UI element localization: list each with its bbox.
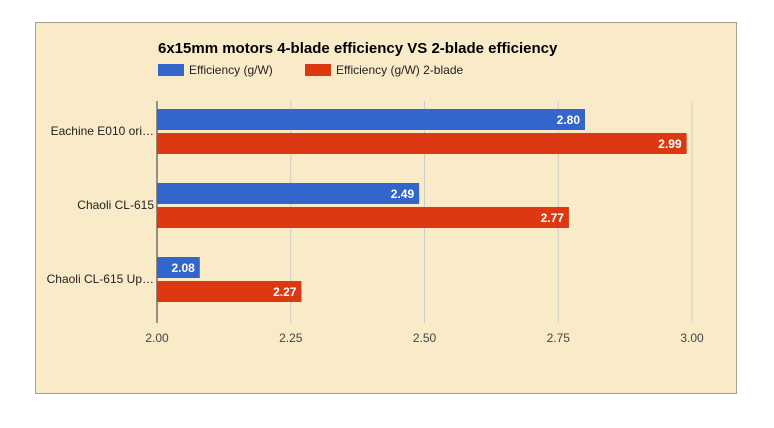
chart-frame: 6x15mm motors 4-blade efficiency VS 2-bl… <box>35 22 737 394</box>
x-tick-label: 2.75 <box>547 331 571 345</box>
bar-value-label: 2.49 <box>391 187 415 201</box>
legend-swatch-1 <box>158 64 184 76</box>
x-tick-label: 2.50 <box>413 331 437 345</box>
x-tick-label: 2.25 <box>279 331 303 345</box>
x-tick-label: 2.00 <box>145 331 169 345</box>
category-labels: Eachine E010 ori… Chaoli CL-615 Chaoli CL-… <box>47 124 155 286</box>
bar-value-label: 2.99 <box>658 137 682 151</box>
bar-value-label: 2.27 <box>273 285 297 299</box>
bar-value-label: 2.08 <box>171 261 195 275</box>
legend: Efficiency (g/W) Efficiency (g/W) 2-blade <box>158 63 463 77</box>
category-label: Eachine E010 ori… <box>51 124 154 138</box>
chart-title: 6x15mm motors 4-blade efficiency VS 2-bl… <box>158 40 558 57</box>
bar-2-2 <box>157 207 569 228</box>
bar-value-label: 2.80 <box>557 113 581 127</box>
x-tick-label: 3.00 <box>680 331 704 345</box>
bar-value-label: 2.77 <box>541 211 565 225</box>
bar-1-2 <box>157 183 420 204</box>
bar-chart: 6x15mm motors 4-blade efficiency VS 2-bl… <box>47 40 704 345</box>
bar-1-3 <box>157 257 200 278</box>
legend-label-1: Efficiency (g/W) <box>189 63 273 77</box>
legend-label-2: Efficiency (g/W) 2-blade <box>336 63 463 77</box>
bar-1-1 <box>157 109 585 130</box>
legend-swatch-2 <box>305 64 331 76</box>
bar-2-3 <box>157 281 302 302</box>
bars: 2.80 2.99 2.49 2.77 2.08 2.27 <box>157 109 687 302</box>
category-label: Chaoli CL-615 Up… <box>47 272 154 286</box>
category-label: Chaoli CL-615 <box>77 198 154 212</box>
x-axis-tick-labels: 2.00 2.25 2.50 2.75 3.00 <box>145 331 704 345</box>
bar-2-1 <box>157 133 687 154</box>
